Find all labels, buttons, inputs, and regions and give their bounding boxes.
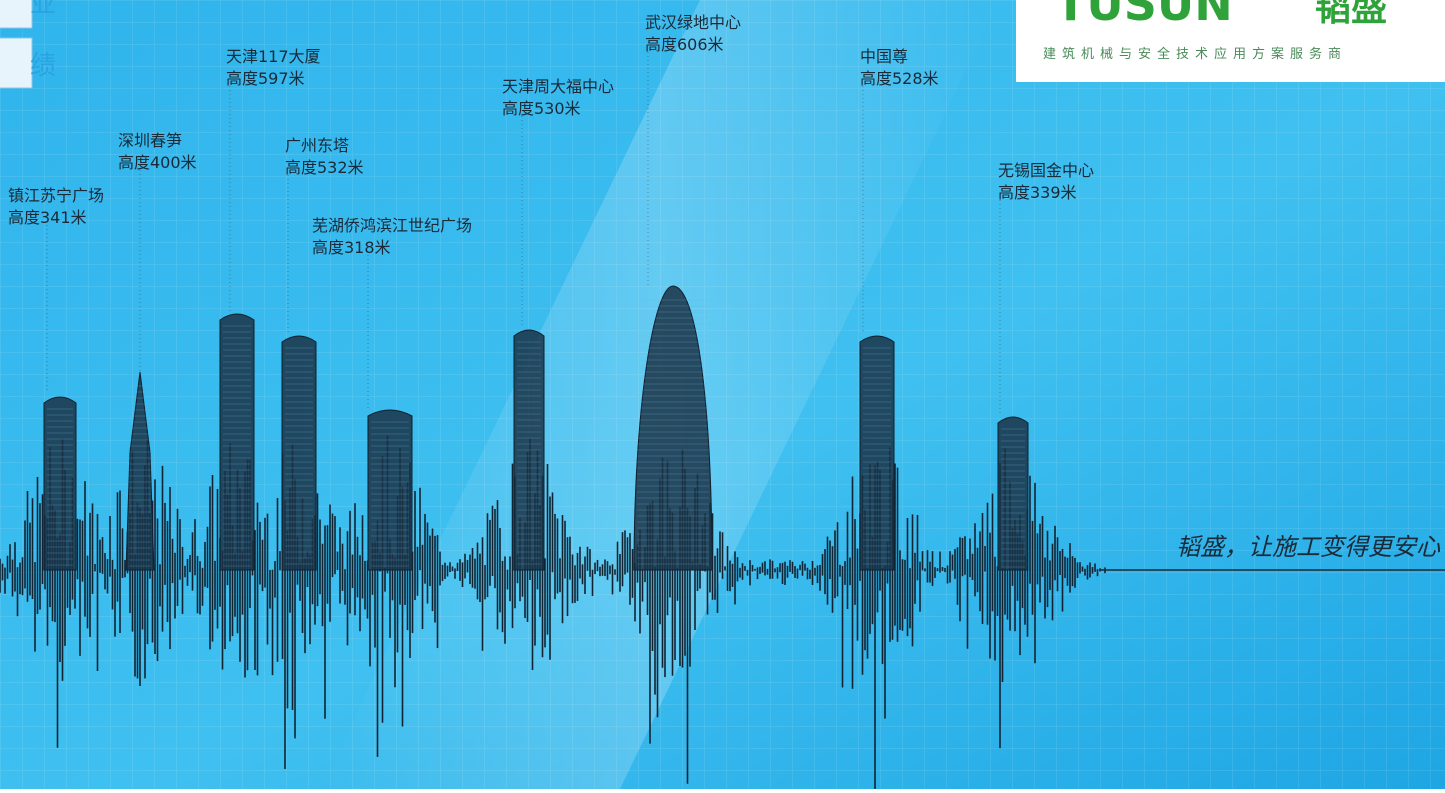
slogan: 韬盛，让施工变得更安心	[1176, 533, 1441, 561]
logo-panel	[1016, 0, 1445, 82]
tower	[367, 409, 413, 571]
building-name: 中国尊	[860, 47, 908, 66]
building-height: 高度528米	[860, 69, 939, 88]
logo-tagline: 建筑机械与安全技术应用方案服务商	[1043, 46, 1347, 62]
badge-char: 业	[30, 0, 56, 19]
building-name: 镇江苏宁广场	[8, 186, 104, 205]
badge-box	[0, 37, 33, 89]
tower	[513, 329, 545, 571]
logo-brand-cn: 韬盛	[1315, 0, 1387, 29]
building-height: 高度530米	[502, 99, 581, 118]
skyline	[43, 285, 1029, 571]
tower	[633, 285, 713, 571]
building-name: 芜湖侨鸿滨江世纪广场	[312, 216, 472, 235]
tower	[997, 416, 1029, 571]
badge-box	[0, 0, 33, 29]
badge-char: 绩	[30, 51, 56, 81]
building-name: 无锡国金中心	[998, 161, 1094, 180]
building-height: 高度341米	[8, 208, 87, 227]
building-height: 高度532米	[285, 158, 364, 177]
building-labels: 镇江苏宁广场高度341米深圳春笋高度400米天津117大厦高度597米广州东塔高…	[8, 13, 1094, 415]
tower	[125, 371, 155, 571]
building-height: 高度597米	[226, 69, 305, 88]
building-name: 深圳春笋	[118, 131, 182, 150]
building-name: 广州东塔	[285, 136, 349, 155]
building-height: 高度400米	[118, 153, 197, 172]
building-name: 天津117大厦	[226, 47, 321, 66]
logo-brand: TUSUN	[1055, 0, 1233, 31]
tower	[43, 396, 77, 571]
building-name: 武汉绿地中心	[645, 13, 741, 32]
building-height: 高度606米	[645, 35, 724, 54]
tower	[859, 335, 895, 571]
building-height: 高度318米	[312, 238, 391, 257]
building-name: 天津周大福中心	[502, 77, 614, 96]
building-height: 高度339米	[998, 183, 1077, 202]
tower	[281, 335, 317, 571]
tower	[219, 313, 255, 571]
